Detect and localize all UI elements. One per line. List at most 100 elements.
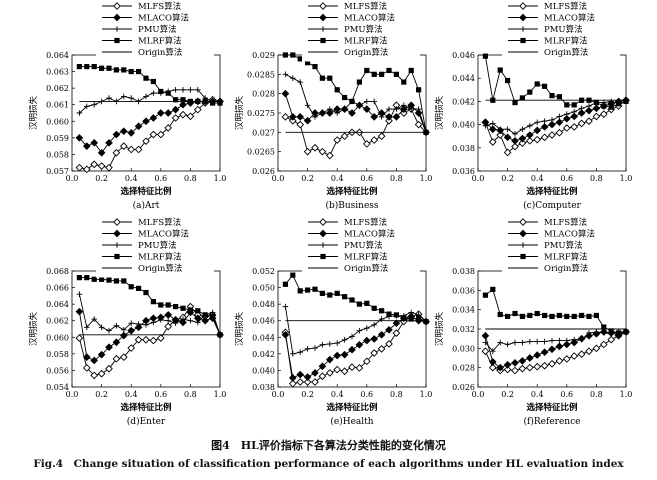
data-point xyxy=(143,289,149,296)
data-point xyxy=(187,87,194,93)
data-point xyxy=(488,125,497,134)
legend-marker xyxy=(520,253,526,260)
data-point xyxy=(378,114,385,120)
data-point xyxy=(290,351,296,357)
data-point xyxy=(90,356,99,365)
y-axis-label: 汉明损失 xyxy=(434,312,445,347)
chart-subtitle: (a)Art xyxy=(133,200,160,211)
series-1 xyxy=(281,310,430,388)
data-point xyxy=(340,367,349,376)
data-point xyxy=(364,325,370,331)
data-point xyxy=(121,93,127,100)
data-point xyxy=(555,128,564,137)
data-point xyxy=(385,340,393,348)
legend-entry: Origin算法 xyxy=(344,263,388,274)
data-point xyxy=(512,131,518,137)
legend-marker xyxy=(519,218,527,226)
legend-marker xyxy=(113,218,121,226)
legend-marker xyxy=(113,2,121,10)
series-4 xyxy=(482,286,629,336)
legend-entry: PMU算法 xyxy=(138,24,177,35)
data-point xyxy=(296,378,305,386)
data-point xyxy=(393,312,399,318)
data-point xyxy=(533,362,542,371)
data-point xyxy=(90,160,99,169)
legend-entry: MLFS算法 xyxy=(544,217,587,228)
data-point xyxy=(541,118,548,124)
data-point xyxy=(303,373,312,381)
data-point xyxy=(401,315,407,321)
data-point xyxy=(99,65,105,71)
data-point xyxy=(90,139,99,147)
data-point xyxy=(348,363,356,371)
data-point xyxy=(564,111,570,117)
data-point xyxy=(525,137,534,145)
data-point xyxy=(571,336,577,343)
data-point xyxy=(156,334,165,342)
data-point xyxy=(76,110,83,116)
data-point xyxy=(356,301,362,307)
data-point xyxy=(512,99,518,106)
data-point xyxy=(136,68,142,75)
data-point xyxy=(586,103,592,109)
data-point xyxy=(171,105,180,114)
data-point xyxy=(362,105,371,113)
data-point xyxy=(282,303,289,310)
data-point xyxy=(106,95,112,101)
data-point xyxy=(586,313,592,320)
data-point xyxy=(186,112,195,121)
data-point xyxy=(327,106,333,112)
data-point xyxy=(386,106,392,112)
x-tick-label: 0.8 xyxy=(390,390,403,399)
data-point xyxy=(84,275,90,281)
data-point xyxy=(570,112,579,121)
data-point xyxy=(180,316,186,322)
data-point xyxy=(370,349,379,357)
series-4 xyxy=(282,272,429,325)
data-point xyxy=(325,109,334,117)
legend-marker xyxy=(113,229,121,238)
data-point xyxy=(106,327,112,334)
series-1 xyxy=(481,328,630,375)
data-point xyxy=(511,142,519,151)
data-point xyxy=(312,114,318,120)
x-axis-label: 选择特征比例 xyxy=(526,402,578,413)
y-tick-label: 0.026 xyxy=(452,383,475,392)
x-tick-label: 0.6 xyxy=(154,174,167,183)
legend-marker xyxy=(114,26,120,32)
data-point xyxy=(571,102,577,108)
x-tick-label: 0.8 xyxy=(590,390,603,399)
data-point xyxy=(504,126,511,133)
figure-caption-cn: 图4 HL评价指标下各算法分类性能的变化情况 xyxy=(211,439,446,452)
data-point xyxy=(519,95,525,101)
data-point xyxy=(296,120,305,129)
legend-entry: MLFS算法 xyxy=(544,1,587,12)
series-line xyxy=(284,316,427,379)
x-tick-label: 0.0 xyxy=(272,174,285,183)
data-point xyxy=(371,322,377,328)
data-point xyxy=(91,276,97,282)
data-point xyxy=(586,330,592,336)
data-point xyxy=(549,117,555,123)
data-point xyxy=(385,326,393,334)
data-point xyxy=(556,312,562,319)
data-point xyxy=(180,87,186,93)
data-point xyxy=(503,360,512,369)
data-point xyxy=(195,319,201,326)
data-point xyxy=(511,137,519,145)
y-tick-label: 0.029 xyxy=(252,51,275,60)
data-point xyxy=(158,302,164,308)
y-tick-label: 0.038 xyxy=(452,267,475,276)
series-3 xyxy=(482,329,629,355)
data-point xyxy=(416,315,422,321)
chart-subtitle: (b)Business xyxy=(325,200,378,211)
series-line xyxy=(79,66,220,104)
data-point xyxy=(172,87,179,93)
y-tick-label: 0.050 xyxy=(252,284,275,293)
data-point xyxy=(341,106,348,112)
y-tick-label: 0.056 xyxy=(46,366,69,375)
data-point xyxy=(311,143,319,152)
data-point xyxy=(571,313,577,320)
